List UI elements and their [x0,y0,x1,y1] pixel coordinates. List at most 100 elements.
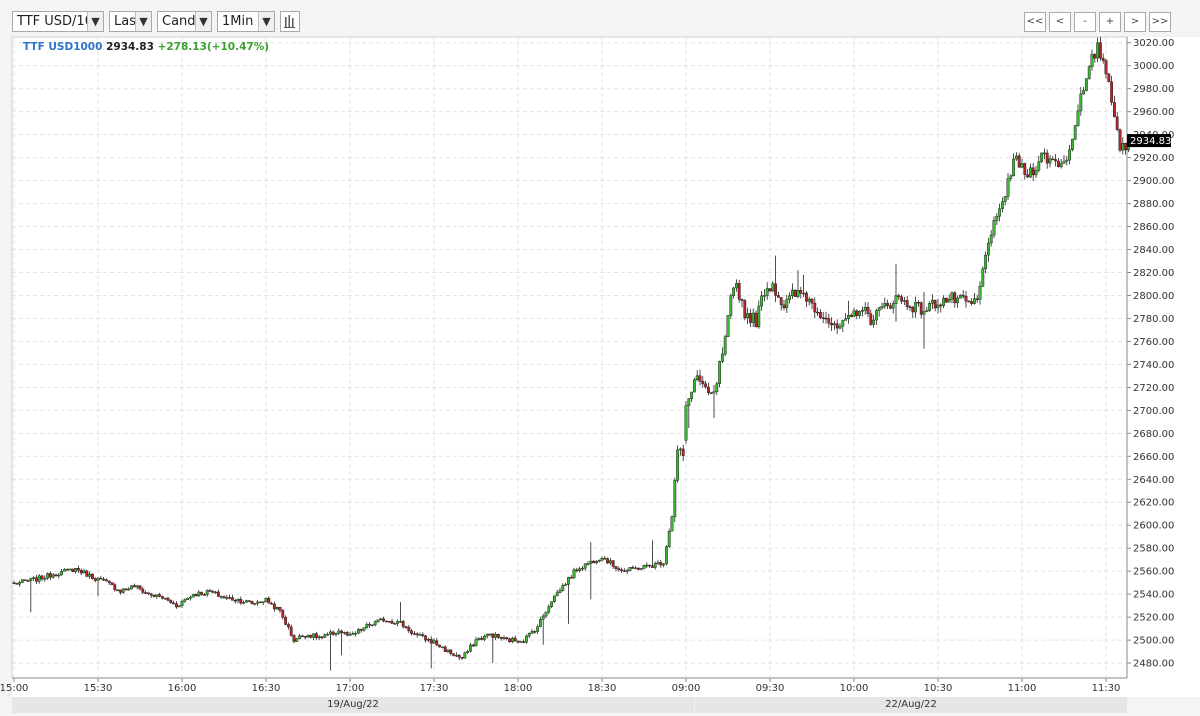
candles [12,36,1130,671]
x-tick-label: 17:00 [336,683,365,694]
zoom-out-button[interactable]: - [1074,12,1096,32]
candle-down [138,585,142,590]
candle-down [933,299,937,309]
candle-up [354,632,357,635]
candle-up [1015,155,1018,160]
candle-down [424,635,427,641]
candle-up [1001,201,1004,209]
candle-up [561,585,565,591]
candle-up [155,594,159,597]
candle-down [158,594,161,597]
x-tick-label: 18:00 [504,683,533,694]
candle-down [614,566,618,569]
candle-up [1034,170,1038,176]
candle-up [329,631,332,635]
candle-down [211,591,215,593]
candle-down [141,588,145,593]
zoom-in-button[interactable]: + [1099,12,1121,32]
candle-up [771,283,775,292]
candle-down [1115,116,1119,130]
indicators-button[interactable] [280,11,300,32]
candle-up [693,379,696,393]
candle-up [432,640,436,644]
x-tick-label: 18:30 [588,683,617,694]
candle-up [690,391,694,399]
candle-up [474,639,478,647]
candle-down [631,567,635,569]
legend-last: 2934.83 [106,41,154,53]
y-tick-label: 2520.00 [1133,613,1174,624]
candle-up [625,570,629,572]
nav-next-button[interactable]: > [1124,12,1146,32]
candle-down [1017,155,1021,168]
candle-down [651,565,654,568]
chevron-down-icon: ▼ [195,12,211,31]
nav-prev-button[interactable]: < [1049,12,1071,32]
x-tick-label: 15:00 [0,683,28,694]
candle-down [93,578,97,581]
price-type-select[interactable]: Last ▼ [109,11,152,32]
candle-down [816,311,820,314]
candle-down [967,300,971,303]
x-axis-area [12,678,1200,697]
candle-down [869,313,873,325]
candle-up [718,361,722,385]
candle-up [634,567,638,570]
candle-up [1073,125,1077,140]
candle-up [880,306,884,309]
candle-down [824,317,828,320]
candle-up [253,603,257,605]
candle-down [782,304,786,309]
candle-up [1059,163,1063,168]
candle-down [368,624,371,626]
candle-up [757,305,761,328]
candle-up [57,574,61,577]
candle-up [746,313,750,319]
candle-up [463,652,467,659]
candle-up [1065,159,1069,162]
candle-down [911,307,915,313]
candle-up [264,597,268,602]
nav-first-button[interactable]: << [1024,12,1046,32]
candle-up [925,310,929,312]
candle-up [225,597,229,599]
candle-up [642,565,646,569]
candle-up [785,299,789,309]
candle-down [393,623,397,625]
candle-up [572,569,576,578]
candle-up [1040,152,1044,162]
x-tick-label: 09:00 [672,683,701,694]
candle-up [639,568,643,570]
x-tick-label: 16:30 [252,683,281,694]
candle-down [1056,160,1060,168]
last-price-label: 2934.83 [1130,136,1171,147]
candle-up [1048,158,1052,164]
candle-up [863,307,867,311]
candle-down [429,638,433,644]
candle-up [645,564,649,567]
instrument-select[interactable]: TTF USD/100 ▼ [12,11,104,32]
candle-down [793,289,797,297]
x-tick-label: 11:00 [1008,683,1037,694]
candle-up [469,644,472,652]
candle-up [841,320,845,327]
candle-up [877,307,881,311]
candle-down [200,591,203,595]
candle-down [104,579,108,582]
candle-down [401,621,405,627]
interval-select[interactable]: 1Min ▼ [217,11,275,32]
y-tick-label: 2580.00 [1133,544,1174,555]
candle-up [558,590,562,593]
nav-last-button[interactable]: >> [1149,12,1171,32]
candle-down [26,580,30,582]
candle-up [872,319,876,325]
chart-style-select[interactable]: Candle ▼ [157,11,212,32]
candle-up [807,298,811,302]
y-tick-label: 2840.00 [1133,245,1174,256]
candle-down [491,633,495,638]
candle-down [40,575,44,580]
candle-down [287,624,290,628]
candle-up [597,559,601,562]
candle-down [707,386,710,393]
